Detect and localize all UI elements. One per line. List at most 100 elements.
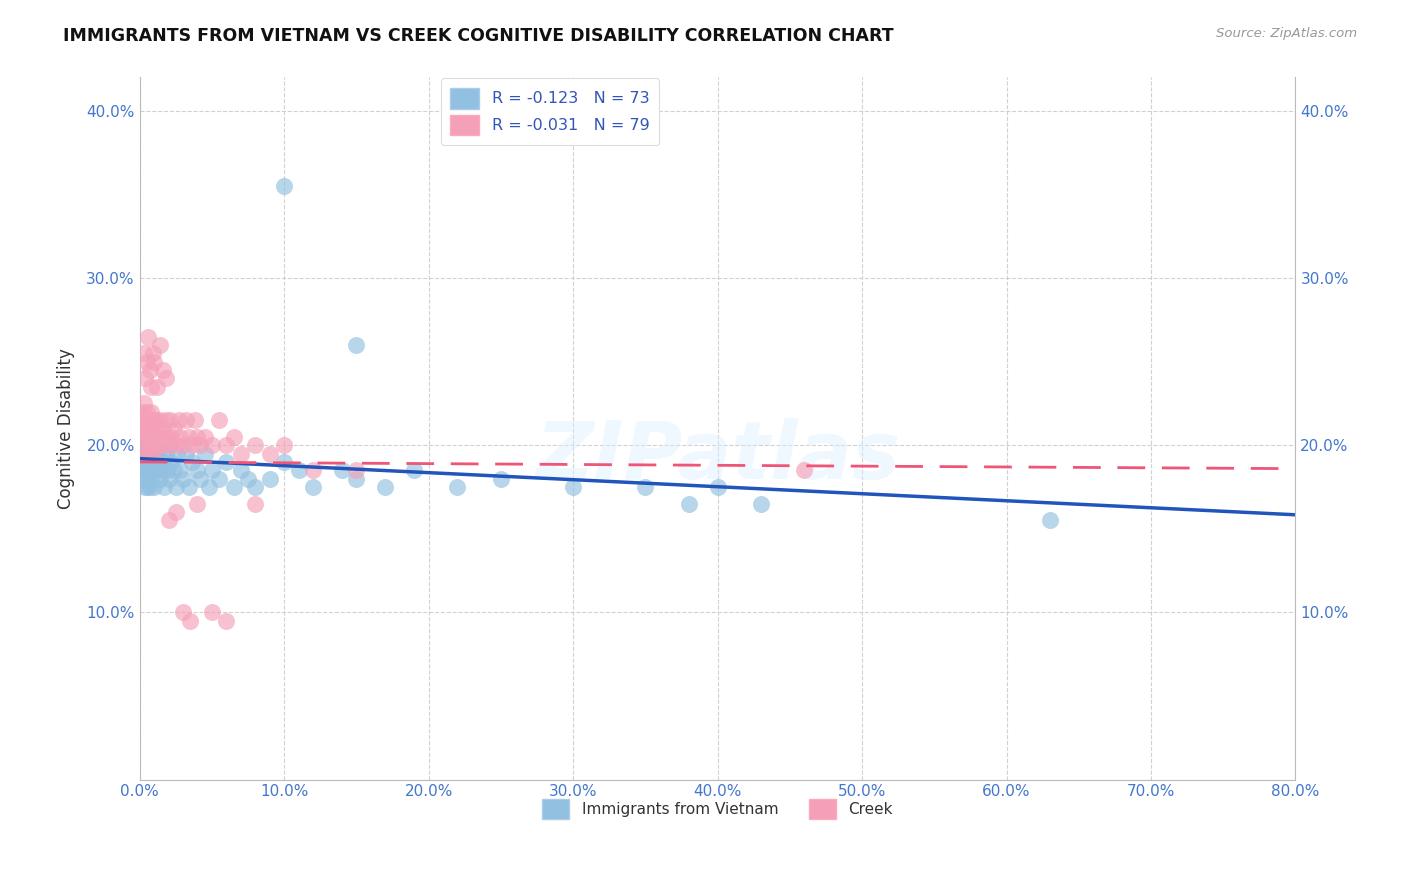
Point xyxy=(302,463,325,477)
Point xyxy=(188,438,211,452)
Point xyxy=(201,438,224,452)
Point xyxy=(165,505,187,519)
Point xyxy=(139,363,162,377)
Point xyxy=(136,329,159,343)
Point xyxy=(135,480,157,494)
Point xyxy=(148,447,170,461)
Point xyxy=(139,463,162,477)
Point xyxy=(169,463,191,477)
Point xyxy=(404,463,426,477)
Point xyxy=(142,447,165,461)
Point xyxy=(215,438,238,452)
Point xyxy=(236,472,259,486)
Point xyxy=(142,421,165,435)
Point xyxy=(146,455,169,469)
Point xyxy=(163,463,186,477)
Point xyxy=(135,463,157,477)
Point xyxy=(135,430,157,444)
Point xyxy=(374,480,396,494)
Point xyxy=(160,455,183,469)
Point xyxy=(229,447,252,461)
Point xyxy=(749,497,772,511)
Point xyxy=(150,430,173,444)
Point xyxy=(141,455,163,469)
Point xyxy=(172,606,194,620)
Point xyxy=(136,438,159,452)
Point xyxy=(489,472,512,486)
Point xyxy=(245,480,267,494)
Point xyxy=(139,438,162,452)
Point xyxy=(131,430,153,444)
Point xyxy=(134,480,156,494)
Point xyxy=(136,472,159,486)
Point xyxy=(157,513,180,527)
Point xyxy=(149,413,172,427)
Point xyxy=(152,455,174,469)
Point xyxy=(273,455,295,469)
Point xyxy=(344,338,367,352)
Point xyxy=(634,480,657,494)
Point xyxy=(160,430,183,444)
Point xyxy=(215,455,238,469)
Point xyxy=(793,463,815,477)
Point xyxy=(142,346,165,360)
Point xyxy=(148,438,170,452)
Point xyxy=(135,447,157,461)
Point xyxy=(157,472,180,486)
Point xyxy=(330,463,353,477)
Point xyxy=(287,463,309,477)
Point xyxy=(222,480,245,494)
Point xyxy=(179,614,201,628)
Point xyxy=(186,497,208,511)
Point xyxy=(152,363,174,377)
Point xyxy=(167,413,190,427)
Point xyxy=(344,472,367,486)
Point xyxy=(194,430,217,444)
Point xyxy=(135,405,157,419)
Point xyxy=(273,179,295,194)
Point xyxy=(145,413,167,427)
Point xyxy=(180,438,202,452)
Point xyxy=(186,430,208,444)
Point xyxy=(132,396,155,410)
Point xyxy=(134,455,156,469)
Point xyxy=(150,463,173,477)
Point xyxy=(135,354,157,368)
Point xyxy=(136,455,159,469)
Point xyxy=(143,430,166,444)
Point xyxy=(142,463,165,477)
Point xyxy=(198,480,221,494)
Point xyxy=(159,413,181,427)
Point xyxy=(145,447,167,461)
Point xyxy=(156,430,179,444)
Point xyxy=(131,447,153,461)
Point xyxy=(139,447,162,461)
Point xyxy=(146,463,169,477)
Point xyxy=(153,480,176,494)
Text: IMMIGRANTS FROM VIETNAM VS CREEK COGNITIVE DISABILITY CORRELATION CHART: IMMIGRANTS FROM VIETNAM VS CREEK COGNITI… xyxy=(63,27,894,45)
Point xyxy=(139,413,162,427)
Point xyxy=(132,346,155,360)
Point xyxy=(153,438,176,452)
Point xyxy=(678,497,700,511)
Point xyxy=(706,480,728,494)
Point xyxy=(131,463,153,477)
Point xyxy=(177,430,200,444)
Point xyxy=(129,413,152,427)
Text: ZIPatlas: ZIPatlas xyxy=(536,417,900,496)
Point xyxy=(165,438,187,452)
Point xyxy=(142,447,165,461)
Point xyxy=(132,463,155,477)
Point xyxy=(141,430,163,444)
Point xyxy=(201,606,224,620)
Point xyxy=(194,447,217,461)
Point xyxy=(129,421,152,435)
Point xyxy=(132,472,155,486)
Point xyxy=(146,430,169,444)
Point xyxy=(245,497,267,511)
Point xyxy=(134,413,156,427)
Point xyxy=(245,438,267,452)
Point xyxy=(143,354,166,368)
Point xyxy=(139,480,162,494)
Point xyxy=(208,472,231,486)
